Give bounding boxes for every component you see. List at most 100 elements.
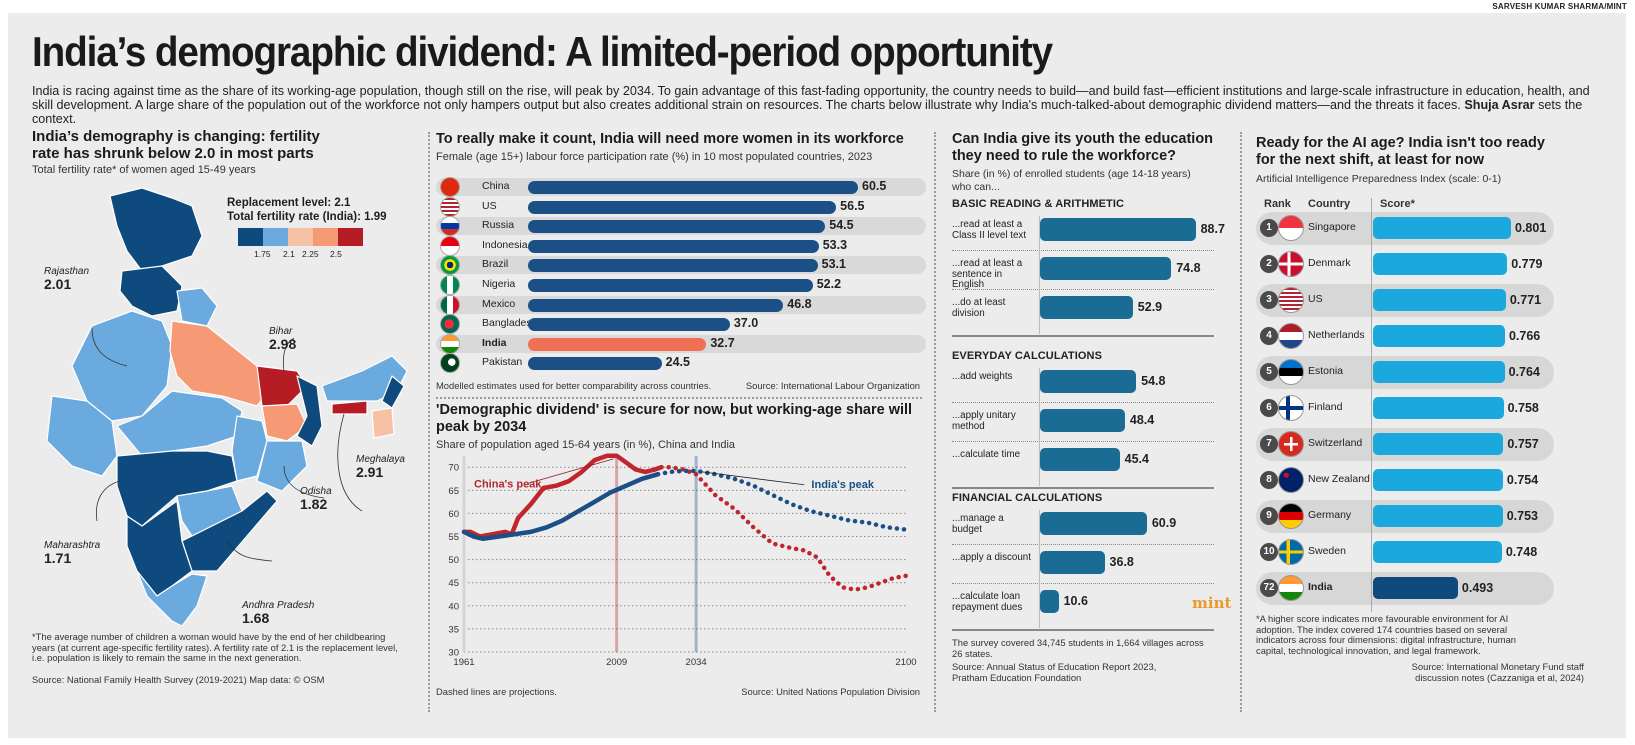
value-label: 56.5 [840,198,865,213]
ai-footnote: *A higher score indicates more favourabl… [1256,613,1517,656]
row-divider [952,441,1214,442]
map-legend-title: Replacement level: 2.1 Total fertility r… [227,196,387,224]
estonia-flag-icon [1278,359,1304,385]
mexico-flag-icon [440,294,460,315]
state-kerala-tamil-nadu [136,570,208,626]
state-name: Andhra Pradesh [242,600,315,611]
value-label: 88.7 [1200,222,1225,236]
value-label: 0.764 [1508,365,1540,379]
axis-line [1039,368,1040,486]
state-west-bengal [296,375,323,447]
labour-bar-list: China 60.5 US 56.5 Russia 54.5 Indonesia 53.3 Br… [436,177,926,378]
bar--read-at-least-a-sentence-in-english [1040,257,1172,280]
column-divider [428,132,430,712]
map-label-meghalaya: Meghalaya 2.91 [356,454,405,479]
bar-estonia [1373,361,1505,383]
country-label: US [482,199,497,212]
series-india-projection [655,468,909,532]
state-name: Odisha [300,486,332,497]
singapore-flag-icon [1278,215,1304,241]
state-nagaland-manipur [381,375,405,409]
maharashtra-leader [95,480,121,522]
intro-tail: sets the context. [32,98,1583,126]
value-label: 60.5 [862,179,887,193]
map-subtitle: Total fertility rate* of women aged 15-4… [32,164,256,176]
ai-row-us: 3 US 0.771 [1256,284,1554,317]
map-label-bihar: Bihar 2.98 [269,326,296,351]
legend-swatch-5 [338,228,363,246]
labour-source: Source: International Labour Organizatio… [745,380,920,391]
state-value: 1.71 [44,550,72,566]
us-flag-icon [440,196,460,217]
mint-logo: mint [1192,594,1232,612]
state-value: 2.01 [44,276,72,292]
map-label-odisha: Odisha 1.82 [300,486,332,512]
bar-mexico [528,298,784,312]
country-label: Indonesia [482,238,528,251]
country-label: Estonia [1308,365,1344,377]
country-label: Mexico [482,297,516,310]
pakistan-flag-icon [440,353,460,374]
education-chart-title: Can India give its youth the education t… [952,131,1214,164]
state-uttar-pradesh [169,320,273,407]
map-footnote: *The average number of children a woman … [32,631,398,663]
finland-flag-icon [1278,395,1304,421]
value-label: 24.5 [665,355,690,370]
education-chart-subtitle: Share (in %) of enrolled students (age 1… [952,168,1191,193]
map-label-maharashtra: Maharashtra 1.71 [44,540,101,566]
country-label: Switzerland [1308,437,1363,449]
rajasthan-leader [91,327,128,367]
labour-chart-title: To really make it count, India will need… [436,131,904,147]
bar-china [528,181,858,194]
value-label: 10.6 [1063,594,1088,608]
header-score: Score* [1380,198,1415,210]
state-value: 1.82 [300,496,328,512]
country-label: Pakistan [482,356,523,369]
education-row-label: ...do at least division [952,297,1006,319]
column-divider [934,132,936,712]
labour-row-indonesia: Indonesia 53.3 [436,235,926,256]
replacement-level-label: Replacement level: 2.1 [227,197,351,209]
ai-row-denmark: 2 Denmark 0.779 [1256,248,1554,281]
labour-row-india: India 32.7 [436,333,926,354]
group-divider [952,487,1214,489]
china-flag-icon [440,177,460,197]
axis-line [1039,216,1040,334]
education-row-label: ...calculate time [952,449,1021,460]
column-divider [1240,132,1242,712]
x-tick-2100: 2100 [895,657,916,668]
row-divider [952,583,1214,584]
value-label: 37.0 [733,316,759,331]
legend-swatch-3 [288,228,313,246]
value-label: 0.753 [1506,509,1538,523]
labour-row-pakistan: Pakistan 24.5 [436,353,926,374]
bar-india [1373,577,1458,599]
legend-tick-1: 1.75 [254,249,271,259]
ai-row-sweden: 10 Sweden 0.748 [1256,536,1554,569]
ai-row-switzerland: 7 Switzerland 0.757 [1256,428,1554,461]
row-divider [952,544,1214,545]
sweden-flag-icon [1278,539,1304,565]
bar-singapore [1373,217,1511,239]
bar--read-at-least-a-class-ii-level-text [1040,218,1196,241]
denmark-flag-icon [1278,251,1304,277]
legend-swatch-4 [313,228,338,246]
education-group-everyday-calculations: EVERYDAY CALCULATIONS [952,350,1103,362]
state-name: Maharashtra [44,540,101,551]
country-label: Bangladesh [482,317,538,330]
labour-row-russia: Russia 54.5 [436,216,926,237]
value-label: 45.4 [1124,452,1149,466]
y-tick-55: 55 [448,532,459,543]
education-row-label: ...apply a discount [952,552,1031,563]
state-mizoram-tripura [371,407,395,439]
ai-chart-title: Ready for the AI age? India isn't too re… [1256,135,1545,168]
page-title: India’s demographic dividend: A limited-… [32,28,1053,75]
switzerland-flag-icon [1278,431,1304,457]
state-chhattisgarh [231,415,268,482]
education-row-label: ...read at least a Class II level text [952,219,1027,241]
education-note: The survey covered 34,745 students in 1,… [952,637,1204,659]
value-label: 0.766 [1508,329,1541,343]
bar-netherlands [1373,325,1505,347]
value-label: 0.758 [1507,401,1539,415]
indonesia-flag-icon [440,235,460,256]
